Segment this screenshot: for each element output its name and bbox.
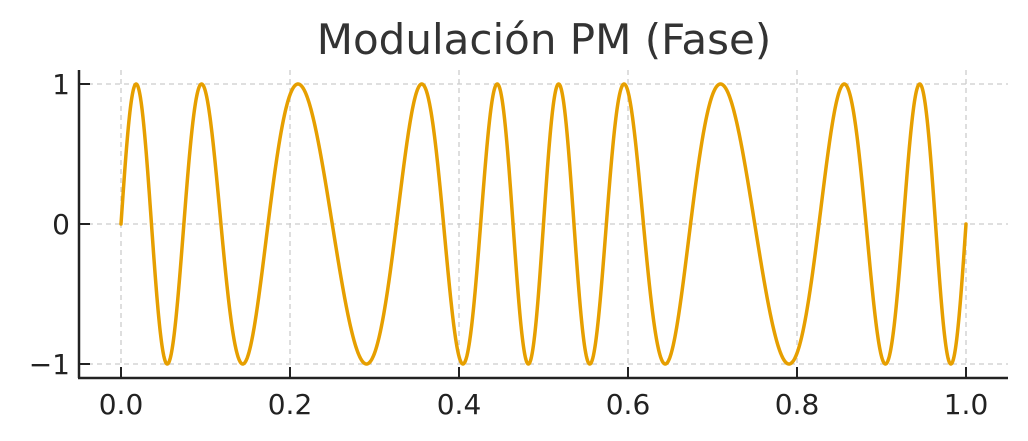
chart-title: Modulación PM (Fase) [317,15,772,64]
y-tick-label: −1 [29,348,70,381]
x-tick-label: 0.6 [606,388,651,421]
x-tick-label: 0.4 [437,388,482,421]
x-axis-ticks: 0.0 0.2 0.4 0.6 0.8 1.0 [99,367,989,421]
pm-signal-line [119,82,968,366]
x-tick-label: 1.0 [944,388,989,421]
y-axis-ticks: −1 0 1 [29,68,90,381]
grid-lines [79,70,1008,378]
x-tick-label: 0.8 [775,388,820,421]
y-tick-label: 0 [52,208,70,241]
x-tick-label: 0.2 [268,388,313,421]
x-tick-label: 0.0 [99,388,144,421]
y-tick-label: 1 [52,68,70,101]
